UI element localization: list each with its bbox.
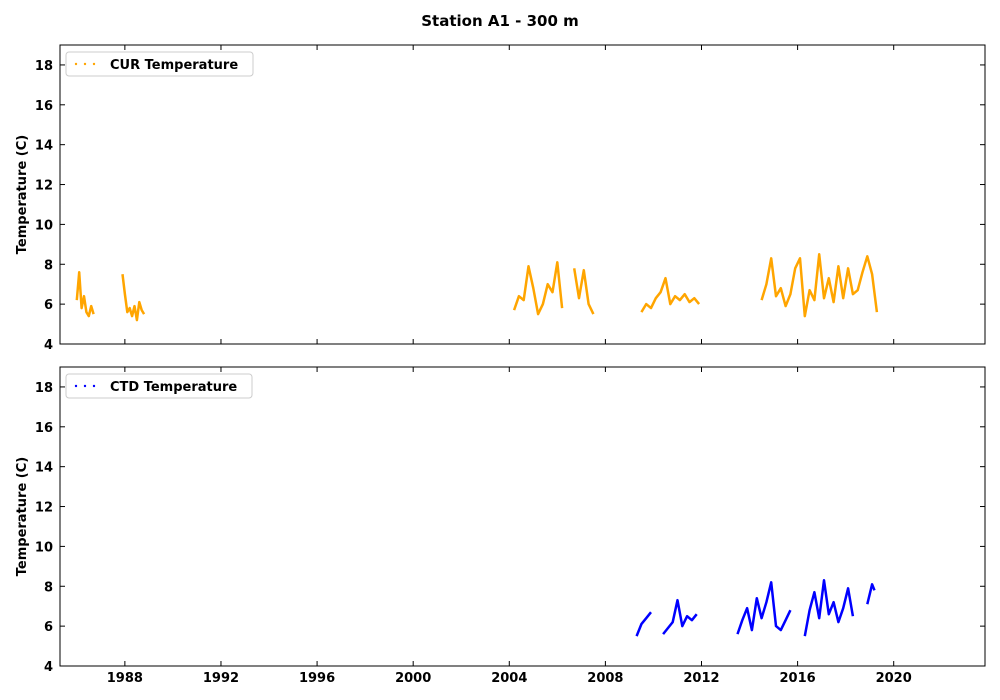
- top-y-tick-label: 16: [35, 99, 53, 114]
- bottom-legend-box: [65, 373, 253, 399]
- top-y-tick-label: 6: [44, 298, 53, 313]
- x-tick-labels: 1988 1992 1996 2000 2004 2008 2012 2016 2020: [107, 671, 912, 686]
- x-tick-label: 2012: [683, 671, 719, 686]
- bottom-series-line: [662, 598, 698, 635]
- top-series-line: [121, 274, 146, 322]
- x-tick-label: 1992: [203, 671, 239, 686]
- bottom-series-line: [866, 583, 876, 605]
- top-series-line: [75, 270, 95, 318]
- x-tick-label: 2000: [395, 671, 431, 686]
- chart-title: Station A1 - 300 m: [421, 12, 579, 30]
- top-panel: Temperature (C) CUR Temperature 4 6 8 10 12 1…: [15, 44, 986, 353]
- top-y-axis-label: Temperature (C): [15, 135, 30, 254]
- bottom-y-tick-label: 12: [35, 501, 53, 516]
- top-legend-box: [65, 51, 254, 77]
- top-series-line: [572, 268, 595, 315]
- bottom-series-line: [635, 611, 652, 637]
- x-tick-label: 2020: [876, 671, 912, 686]
- top-axes-frame: [59, 44, 986, 345]
- bottom-series-line: [803, 579, 855, 637]
- bottom-legend-dot: [74, 384, 78, 388]
- top-legend-dot: [74, 62, 78, 66]
- bottom-axes-frame: [59, 366, 986, 667]
- bottom-y-tick-label: 18: [35, 381, 53, 396]
- bottom-y-tick-label: 16: [35, 421, 53, 436]
- top-legend-dot: [83, 62, 87, 66]
- top-y-tick-label: 4: [44, 338, 53, 353]
- x-tick-label: 2016: [780, 671, 816, 686]
- bottom-legend-dot: [92, 384, 96, 388]
- bottom-legend: CTD Temperature: [65, 373, 253, 399]
- top-y-tick-label: 10: [35, 218, 53, 233]
- top-plot-area: [75, 253, 879, 322]
- bottom-y-axis-label: Temperature (C): [15, 457, 30, 576]
- bottom-legend-marker: [74, 384, 96, 388]
- top-legend-label: CUR Temperature: [110, 58, 238, 73]
- top-series-line: [640, 276, 701, 313]
- bottom-y-tick-label: 10: [35, 540, 53, 555]
- x-tick-label: 1988: [107, 671, 143, 686]
- x-tick-label: 1996: [299, 671, 335, 686]
- bottom-y-tick-label: 14: [35, 461, 53, 476]
- bottom-series-line: [736, 581, 792, 635]
- bottom-legend-label: CTD Temperature: [110, 380, 237, 395]
- bottom-y-tick-label: 6: [44, 620, 53, 635]
- bottom-plot-area: [635, 579, 876, 637]
- top-legend-marker: [74, 62, 96, 66]
- top-series-line: [760, 253, 879, 318]
- top-legend-dot: [92, 62, 96, 66]
- top-y-tick-label: 8: [44, 258, 53, 273]
- top-y-tick-label: 18: [35, 59, 53, 74]
- top-legend: CUR Temperature: [65, 51, 254, 77]
- bottom-y-tick-label: 4: [44, 660, 53, 675]
- top-y-tick-label: 12: [35, 179, 53, 194]
- x-tick-label: 2008: [587, 671, 623, 686]
- top-y-tick-label: 14: [35, 139, 53, 154]
- bottom-legend-dot: [83, 384, 87, 388]
- top-series-line: [512, 261, 564, 316]
- x-tick-label: 2004: [491, 671, 527, 686]
- bottom-panel: Temperature (C) CTD Temperature 4 6 8 10 12 1…: [15, 366, 986, 675]
- bottom-y-tick-label: 8: [44, 580, 53, 595]
